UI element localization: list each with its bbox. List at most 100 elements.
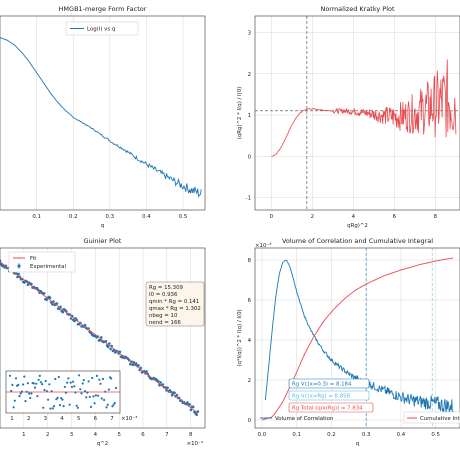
x-tick-label: 8 bbox=[434, 214, 438, 220]
residual-point bbox=[66, 381, 69, 384]
data-point bbox=[48, 296, 52, 300]
series-log-i-vs-q bbox=[0, 37, 202, 198]
residual-point bbox=[67, 377, 70, 380]
y-tick-label: 2 bbox=[248, 378, 251, 384]
x-tick-label: 0.4 bbox=[397, 432, 406, 438]
legend-box bbox=[8, 251, 76, 273]
x-tick-label: 2 bbox=[311, 214, 314, 220]
fit-box-line: I0 = 0.936 bbox=[149, 292, 178, 298]
annotation-frame bbox=[288, 390, 370, 401]
residual-point bbox=[28, 392, 31, 395]
residual-point bbox=[13, 399, 16, 402]
y-tick-label: 8 bbox=[248, 258, 252, 264]
residual-point bbox=[105, 406, 108, 409]
residual-point bbox=[63, 385, 66, 388]
residual-point bbox=[26, 382, 29, 385]
residual-point bbox=[95, 374, 98, 377]
residual-point bbox=[10, 389, 13, 393]
fit-box-line: qmin * Rg = 0.141 bbox=[149, 299, 199, 305]
y-tick-label: 2 bbox=[248, 72, 251, 78]
data-point bbox=[16, 275, 19, 279]
y-tick-label: 4 bbox=[248, 338, 252, 344]
data-point bbox=[132, 361, 136, 364]
residual-point bbox=[48, 383, 51, 386]
data-point bbox=[159, 381, 162, 384]
data-point bbox=[55, 302, 59, 305]
series-cumulative-integral bbox=[261, 257, 454, 421]
residual-point bbox=[75, 404, 78, 407]
legend-label: Log(I) vs q bbox=[87, 27, 115, 33]
residual-point bbox=[53, 405, 56, 408]
x-tick-label: 0.0 bbox=[258, 432, 267, 438]
x-tick-label: 4 bbox=[94, 432, 98, 438]
data-point bbox=[186, 401, 189, 404]
residual-point bbox=[29, 396, 32, 400]
gridlines bbox=[36, 16, 184, 210]
chart-panel-2: Normalized Kratky Plot 0 2 4 6 8 -1 0 1 2 3 qRg)^2 (… bbox=[237, 5, 460, 229]
residual-point bbox=[73, 385, 76, 388]
residual-point bbox=[57, 375, 60, 379]
x-tick-label: 0.2 bbox=[327, 432, 336, 438]
data-point bbox=[109, 347, 112, 351]
residual-point bbox=[93, 402, 96, 405]
x-tick-label: 6 bbox=[393, 214, 397, 220]
data-point bbox=[129, 362, 132, 366]
data-point bbox=[195, 413, 198, 417]
y-tick-label: -1 bbox=[246, 196, 251, 202]
axes-frame bbox=[254, 15, 460, 211]
legend-swatch-experimental bbox=[17, 264, 21, 268]
annotation-frame bbox=[288, 402, 374, 413]
residual-point bbox=[58, 404, 62, 407]
residual-point bbox=[8, 374, 12, 377]
x-tick-label: 3 bbox=[70, 432, 73, 438]
data-point bbox=[98, 338, 102, 342]
x-tick-label: 0.4 bbox=[142, 214, 151, 220]
y-tick-label: 1 bbox=[248, 113, 251, 119]
residual-point bbox=[60, 397, 63, 400]
inset-x-tick-label: 7 bbox=[110, 416, 113, 422]
residual-point bbox=[78, 374, 81, 377]
inset-x-tick-label: 4 bbox=[60, 416, 64, 422]
chart-title: HMGB1-merge Form Factor bbox=[59, 5, 147, 13]
y-axis-label: (qRg)^2 * I(q) / I(0) bbox=[237, 87, 243, 140]
residual-point bbox=[88, 395, 91, 398]
data-point bbox=[69, 317, 73, 320]
residual-point bbox=[20, 390, 23, 393]
chart-title: Normalized Kratky Plot bbox=[320, 5, 395, 13]
y-tick-label: 6 bbox=[248, 298, 252, 304]
residual-point bbox=[74, 391, 77, 394]
residual-point bbox=[33, 386, 37, 389]
annotation-frame bbox=[288, 378, 370, 389]
fit-box-line: Rg = 15.309 bbox=[149, 285, 184, 291]
residual-point bbox=[72, 380, 75, 383]
residual-point bbox=[23, 375, 26, 378]
legend-label-experimental: Experimental bbox=[30, 264, 66, 270]
chart-panel-1: HMGB1-merge Form Factor 0.1 0.2 0.3 0.4 0.5 q L… bbox=[0, 5, 206, 229]
data-point bbox=[100, 336, 103, 339]
annotation-text: Rg Total (q/x(Rg)) = 7.834 bbox=[292, 406, 363, 412]
data-point bbox=[161, 383, 165, 386]
fit-box-line: qmax * Rg = 1.302 bbox=[149, 306, 201, 312]
x-tick-label: 8 bbox=[189, 432, 193, 438]
x-axis-label: q bbox=[101, 223, 104, 229]
data-point bbox=[191, 405, 195, 409]
residual-point bbox=[113, 401, 116, 405]
residual-point bbox=[54, 377, 57, 381]
inset-x-tick-label: 6 bbox=[94, 416, 98, 422]
residual-point bbox=[94, 394, 97, 397]
y-axis-label: (q*I(q))^2 * I(q) / I(0) bbox=[237, 309, 243, 366]
data-point bbox=[166, 386, 169, 390]
residual-point bbox=[112, 403, 115, 406]
annotation-box: Rg Vc(x=0.3) = 8.184 bbox=[288, 378, 370, 389]
residual-point bbox=[91, 376, 94, 380]
x-multiplier: ×10⁻³ bbox=[187, 440, 203, 447]
axes-frame bbox=[0, 247, 206, 429]
residual-point bbox=[47, 398, 50, 401]
axes-frame bbox=[0, 15, 206, 211]
residual-point bbox=[50, 390, 53, 393]
legend: Log(I) vs q bbox=[65, 21, 139, 36]
x-tick-label: 0.3 bbox=[106, 214, 115, 220]
inset-x-tick-label: 3 bbox=[44, 416, 47, 422]
inset-x-multiplier: ×10⁻³ bbox=[121, 415, 137, 422]
